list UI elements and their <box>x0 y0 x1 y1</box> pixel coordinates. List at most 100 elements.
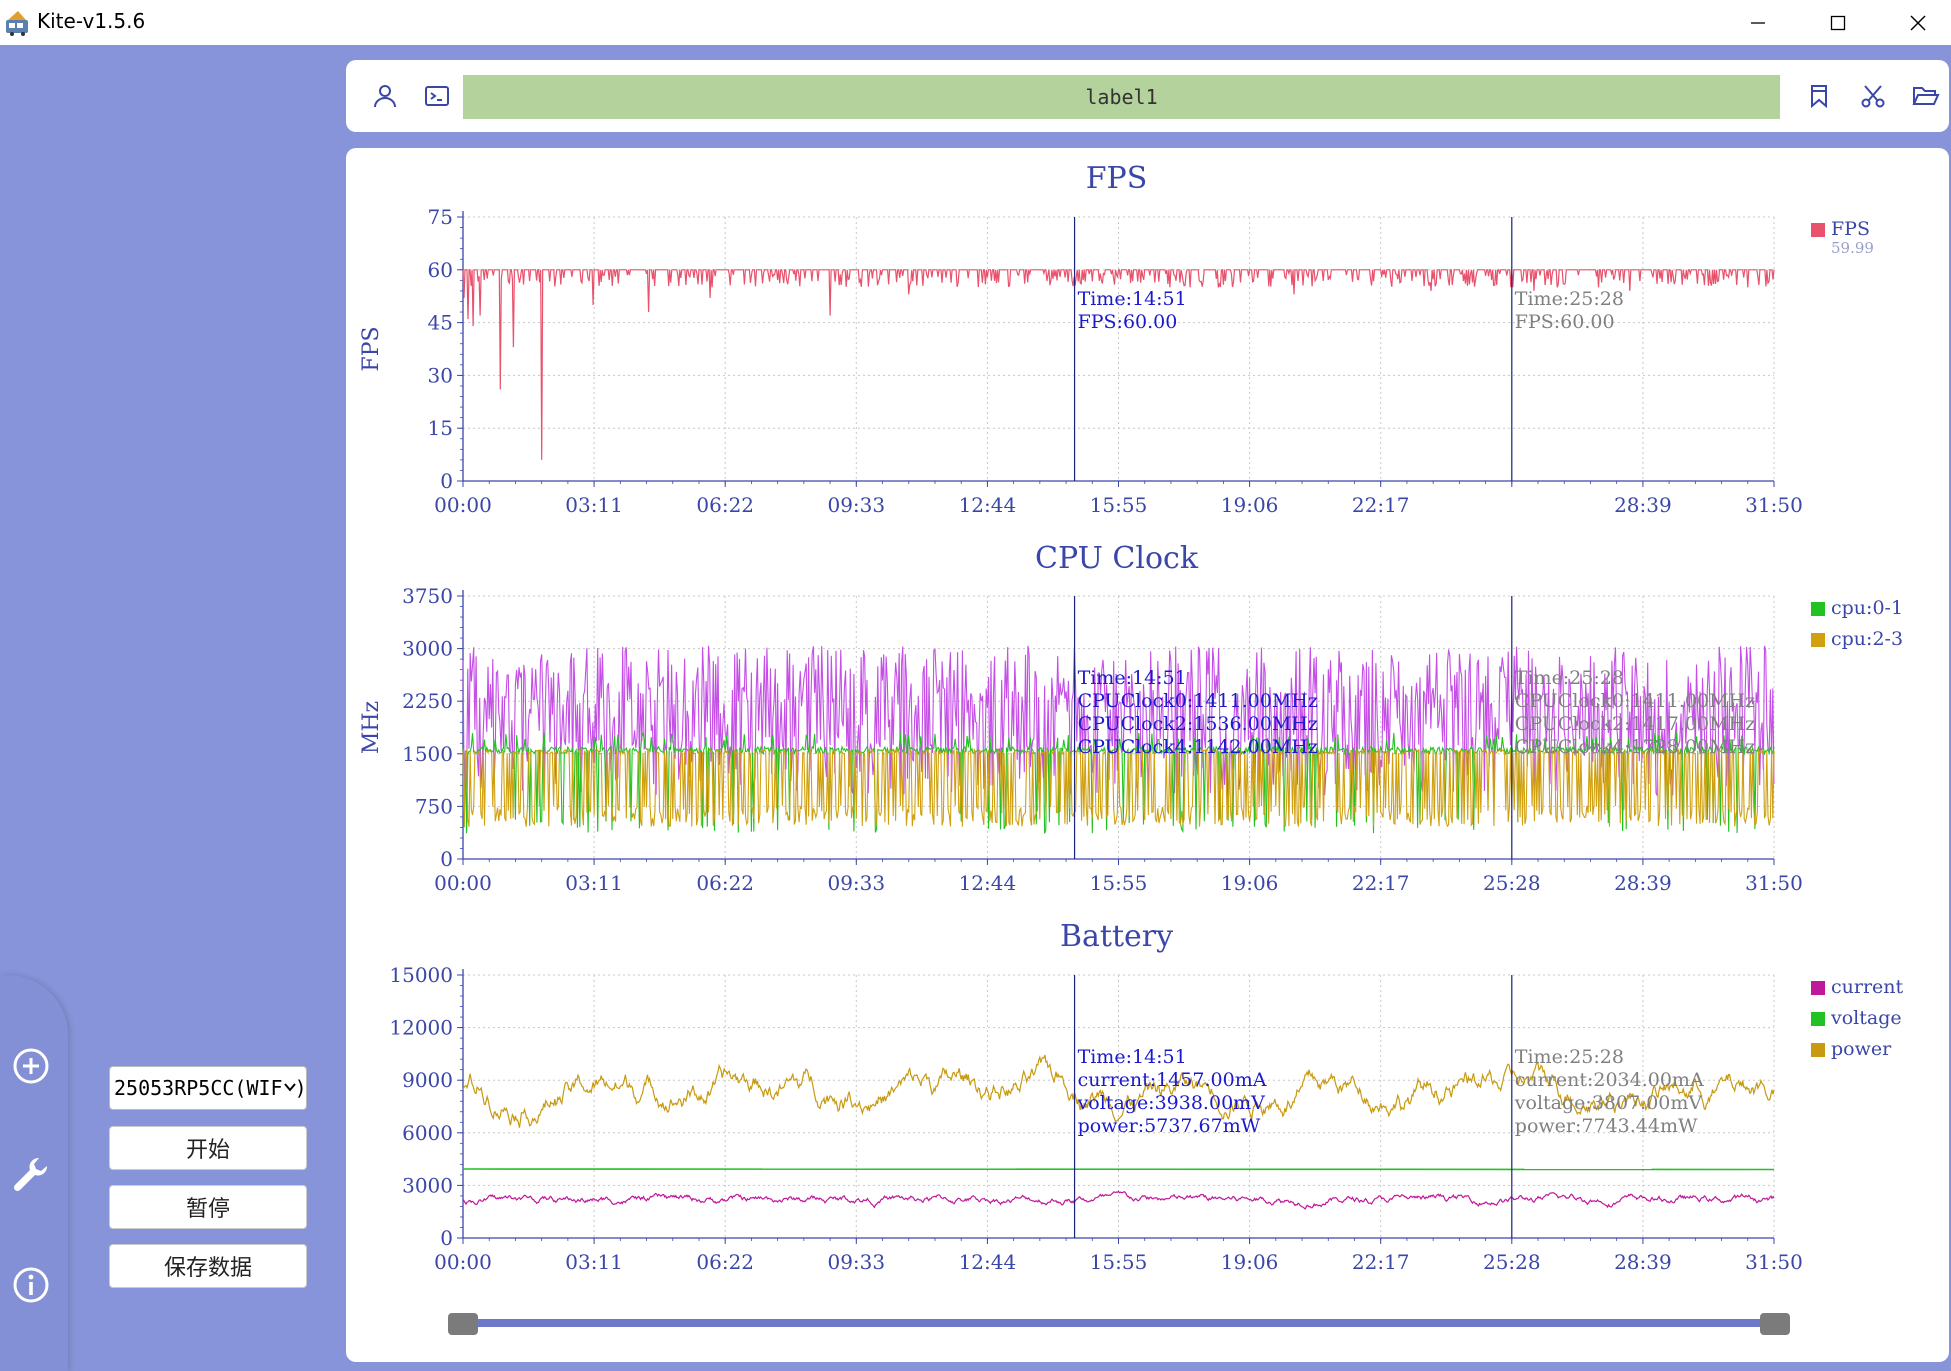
y-tick-label: 75 <box>428 205 453 229</box>
cursor-readout: voltage:3807.00mV <box>1514 1092 1703 1114</box>
info-button[interactable] <box>10 1264 52 1306</box>
y-tick-label: 1500 <box>402 742 453 766</box>
y-tick-label: 15 <box>428 416 453 440</box>
maximize-icon <box>1830 15 1846 30</box>
cursor-readout: Time:14:51 <box>1078 667 1187 689</box>
x-tick-label: 06:22 <box>696 493 754 517</box>
side-nav <box>0 975 68 1371</box>
x-tick-label: 22:17 <box>1352 871 1410 895</box>
legend-swatch <box>1811 1043 1825 1057</box>
cursor-readout: FPS:60.00 <box>1515 311 1615 333</box>
legend-swatch <box>1811 223 1825 237</box>
add-device-button[interactable] <box>10 1045 52 1087</box>
chart-title: Battery <box>1060 919 1173 954</box>
toolbar: label1 <box>346 60 1949 132</box>
x-tick-label: 19:06 <box>1221 493 1279 517</box>
user-icon <box>374 85 396 108</box>
cursor-readout: CPUClock2:1536.00MHz <box>1078 713 1318 735</box>
x-tick-label: 28:39 <box>1614 493 1672 517</box>
cursor-readout: Time:25:28 <box>1515 667 1624 689</box>
close-button[interactable] <box>1878 0 1951 45</box>
slider-end-handle[interactable] <box>1760 1313 1790 1335</box>
legend-swatch <box>1811 1012 1825 1026</box>
cursor-readout: CPUClock0:1411.00MHz <box>1515 690 1755 712</box>
series-line-cpu-2-3 <box>462 747 1775 828</box>
x-tick-label: 12:44 <box>959 871 1017 895</box>
folder-open-icon <box>1912 87 1940 105</box>
minimize-icon <box>1751 21 1765 24</box>
legend-label: cpu:0-1 <box>1831 597 1903 619</box>
y-tick-label: 3750 <box>402 584 453 608</box>
pause-button[interactable]: 暂停 <box>109 1185 307 1229</box>
chart-2: Battery 0 3000 6000 9000 12000 15000 00:00 03:11… <box>389 919 1903 1274</box>
window-title: Kite-v1.5.6 <box>37 9 146 33</box>
x-tick-label: 28:39 <box>1614 1250 1672 1274</box>
wrench-icon <box>13 1157 48 1192</box>
y-tick-label: 3000 <box>402 637 453 661</box>
x-tick-label: 15:55 <box>1090 493 1148 517</box>
session-label-text: label1 <box>1085 85 1158 109</box>
cut-button[interactable] <box>1855 78 1891 114</box>
slider-start-handle[interactable] <box>448 1313 478 1335</box>
y-tick-label: 2250 <box>402 689 453 713</box>
time-range-slider[interactable] <box>462 1319 1774 1327</box>
session-label[interactable]: label1 <box>463 75 1780 119</box>
legend-label: current <box>1831 976 1904 998</box>
y-axis-label: FPS <box>359 326 384 371</box>
x-tick-label: 28:39 <box>1614 871 1672 895</box>
bookmark-icon <box>1811 85 1827 109</box>
x-tick-label: 12:44 <box>959 1250 1017 1274</box>
series-line-voltage <box>462 1168 1775 1171</box>
title-bar: Kite-v1.5.6 <box>0 0 1951 45</box>
info-icon <box>13 1267 49 1303</box>
series-line-current <box>462 1190 1775 1210</box>
x-tick-label: 31:50 <box>1745 493 1803 517</box>
cursor-readout: CPUClock2:1417.00MHz <box>1515 713 1755 735</box>
legend-label: power <box>1831 1038 1892 1060</box>
save-data-button[interactable]: 保存数据 <box>109 1244 307 1288</box>
maximize-button[interactable] <box>1798 0 1878 45</box>
chart-0: FPS FPS 0 15 30 45 60 75 00:00 03:11 06:22 09:33 12:… <box>359 161 1874 517</box>
legend-value: 59.99 <box>1831 239 1874 257</box>
plus-circle-icon <box>13 1048 49 1084</box>
x-tick-label: 03:11 <box>565 1250 623 1274</box>
device-select[interactable]: 25053RP5CC(WIFI) <box>109 1066 307 1110</box>
charts-canvas: FPS FPS 0 15 30 45 60 75 00:00 03:11 06:22 09:33 12:… <box>359 161 1904 1274</box>
x-tick-label: 22:17 <box>1352 493 1410 517</box>
close-icon <box>1910 15 1926 30</box>
x-tick-label: 19:06 <box>1221 1250 1279 1274</box>
y-tick-label: 12000 <box>389 1016 453 1040</box>
y-tick-label: 750 <box>415 794 453 818</box>
y-tick-label: 3000 <box>402 1173 453 1197</box>
x-tick-label: 19:06 <box>1221 871 1279 895</box>
x-tick-label: 25:28 <box>1483 1250 1541 1274</box>
chart-panel: FPS FPS 0 15 30 45 60 75 00:00 03:11 06:22 09:33 12:… <box>346 148 1949 1362</box>
bookmark-button[interactable] <box>1801 78 1837 114</box>
terminal-icon <box>425 86 449 106</box>
x-tick-label: 09:33 <box>827 493 885 517</box>
start-button[interactable]: 开始 <box>109 1126 307 1170</box>
x-tick-label: 12:44 <box>959 493 1017 517</box>
tools-button[interactable] <box>10 1153 52 1195</box>
y-tick-label: 6000 <box>402 1121 453 1145</box>
minimize-button[interactable] <box>1718 0 1798 45</box>
x-tick-label: 31:50 <box>1745 871 1803 895</box>
x-tick-label: 22:17 <box>1352 1250 1410 1274</box>
terminal-button[interactable] <box>419 78 455 114</box>
y-tick-label: 30 <box>428 363 453 387</box>
y-tick-label: 15000 <box>389 963 453 987</box>
cursor-readout: Time:25:28 <box>1515 288 1624 310</box>
user-button[interactable] <box>367 78 403 114</box>
legend-label: FPS <box>1831 218 1870 240</box>
x-tick-label: 03:11 <box>565 493 623 517</box>
scissors-icon <box>1861 85 1885 108</box>
cursor-readout: Time:14:51 <box>1078 288 1187 310</box>
legend-label: cpu:2-3 <box>1831 628 1903 650</box>
legend-swatch <box>1811 602 1825 616</box>
cursor-readout: CPUClock4:1142.00MHz <box>1078 736 1318 758</box>
open-folder-button[interactable] <box>1908 78 1944 114</box>
cursor-readout: power:7743.44mW <box>1515 1115 1698 1137</box>
y-tick-label: 45 <box>428 311 453 335</box>
chart-title: FPS <box>1086 161 1148 196</box>
cursor-readout: CPUClock0:1411.00MHz <box>1078 690 1318 712</box>
